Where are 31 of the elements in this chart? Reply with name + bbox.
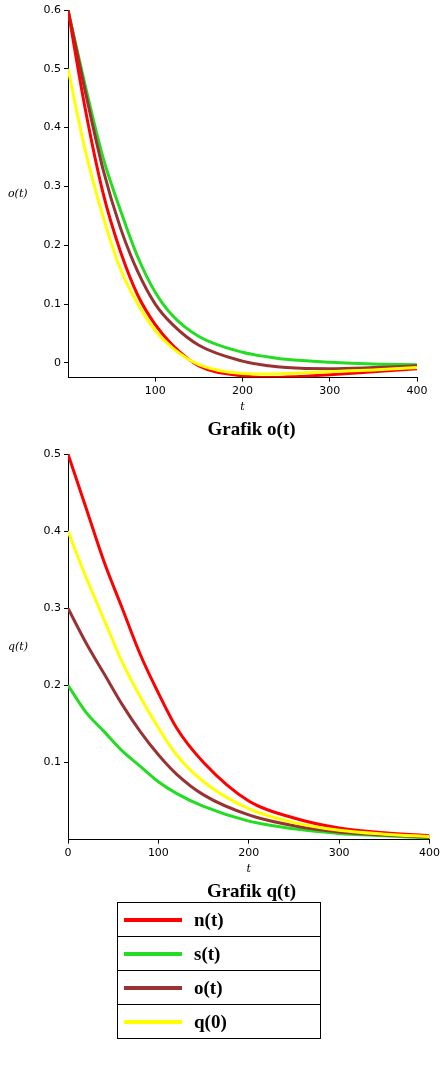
x-tick-label: 100 xyxy=(147,846,169,860)
text: Grafik q(t) xyxy=(205,880,298,902)
y-tick-label: 0.1 xyxy=(43,755,61,769)
y-tick-label: 0.4 xyxy=(43,120,61,134)
y-tick-label: 0.1 xyxy=(43,296,61,310)
y-tick-label: 0.5 xyxy=(43,61,61,75)
y-tick-label: 0 xyxy=(54,355,61,369)
y-tick-label: 0.2 xyxy=(43,678,61,692)
y-tick-label: 0.4 xyxy=(43,523,61,537)
x-axis-title: t xyxy=(240,400,246,414)
x-tick-label: 300 xyxy=(319,384,341,398)
legend-label: q(0) xyxy=(188,1004,321,1039)
y-tick-label: 0.2 xyxy=(43,238,61,252)
legend-label: n(t) xyxy=(188,902,321,937)
x-tick-label: 0 xyxy=(64,846,72,860)
x-tick-label: 400 xyxy=(406,384,428,398)
x-tick-label: 200 xyxy=(232,384,253,398)
legend-label: s(t) xyxy=(188,936,321,971)
text: Grafik o(t) xyxy=(206,418,297,440)
y-tick-label: 0.3 xyxy=(43,179,61,193)
x-tick-label: 100 xyxy=(144,384,166,398)
x-axis-title: t xyxy=(246,862,252,876)
y-axis-title: q(t) xyxy=(8,639,29,653)
y-tick-label: 0.5 xyxy=(43,446,61,460)
x-tick-label: 200 xyxy=(238,846,260,860)
x-tick-label: 300 xyxy=(328,846,350,860)
legend-label: o(t) xyxy=(188,970,321,1005)
y-tick-label: 0.3 xyxy=(43,601,61,615)
x-tick-label: 400 xyxy=(419,846,440,860)
y-axis-title: o(t) xyxy=(8,186,28,200)
y-tick-label: 0.6 xyxy=(43,2,61,16)
